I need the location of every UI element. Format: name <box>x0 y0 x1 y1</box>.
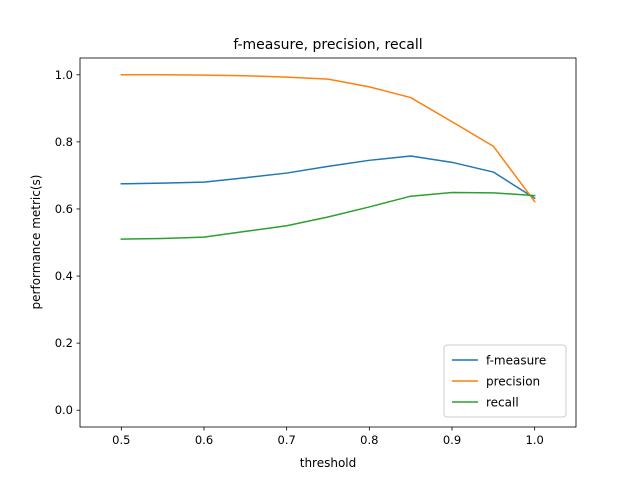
y-tick-label: 1.0 <box>55 68 73 82</box>
y-tick-label: 0.6 <box>55 202 73 216</box>
x-tick-label: 0.5 <box>112 433 130 447</box>
y-axis-label: performance metric(s) <box>29 175 43 310</box>
y-tick-label: 0.2 <box>55 336 73 350</box>
chart-title: f-measure, precision, recall <box>233 37 422 53</box>
y-tick-label: 0.4 <box>55 269 73 283</box>
legend-label: precision <box>486 375 540 389</box>
x-tick-label: 0.9 <box>443 433 461 447</box>
y-tick-label: 0.0 <box>55 403 73 417</box>
series-line-f-measure <box>120 155 536 200</box>
x-tick-label: 0.8 <box>360 433 378 447</box>
legend-box <box>443 344 567 418</box>
y-tick-label: 0.8 <box>55 135 73 149</box>
series-line-recall <box>120 191 536 240</box>
x-tick-label: 1.0 <box>526 433 544 447</box>
legend-label: f-measure <box>486 354 546 368</box>
x-tick-label: 0.6 <box>195 433 213 447</box>
series-line-precision <box>120 74 536 203</box>
x-tick-label: 0.7 <box>278 433 296 447</box>
plot-frame <box>79 57 577 428</box>
axes-layer: 0.5 0.6 0.7 0.8 0.9 1.0 0.0 0.2 0.4 0.6 0.8 1.0 <box>55 57 577 447</box>
x-axis-label: threshold <box>300 456 357 470</box>
series-layer <box>120 74 536 240</box>
legend-label: recall <box>486 396 519 410</box>
legend: f-measure precision recall <box>443 344 567 418</box>
